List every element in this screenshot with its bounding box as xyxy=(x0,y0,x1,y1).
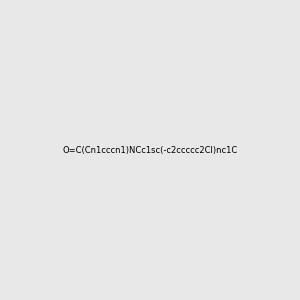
Text: O=C(Cn1cccn1)NCc1sc(-c2ccccc2Cl)nc1C: O=C(Cn1cccn1)NCc1sc(-c2ccccc2Cl)nc1C xyxy=(62,146,238,154)
